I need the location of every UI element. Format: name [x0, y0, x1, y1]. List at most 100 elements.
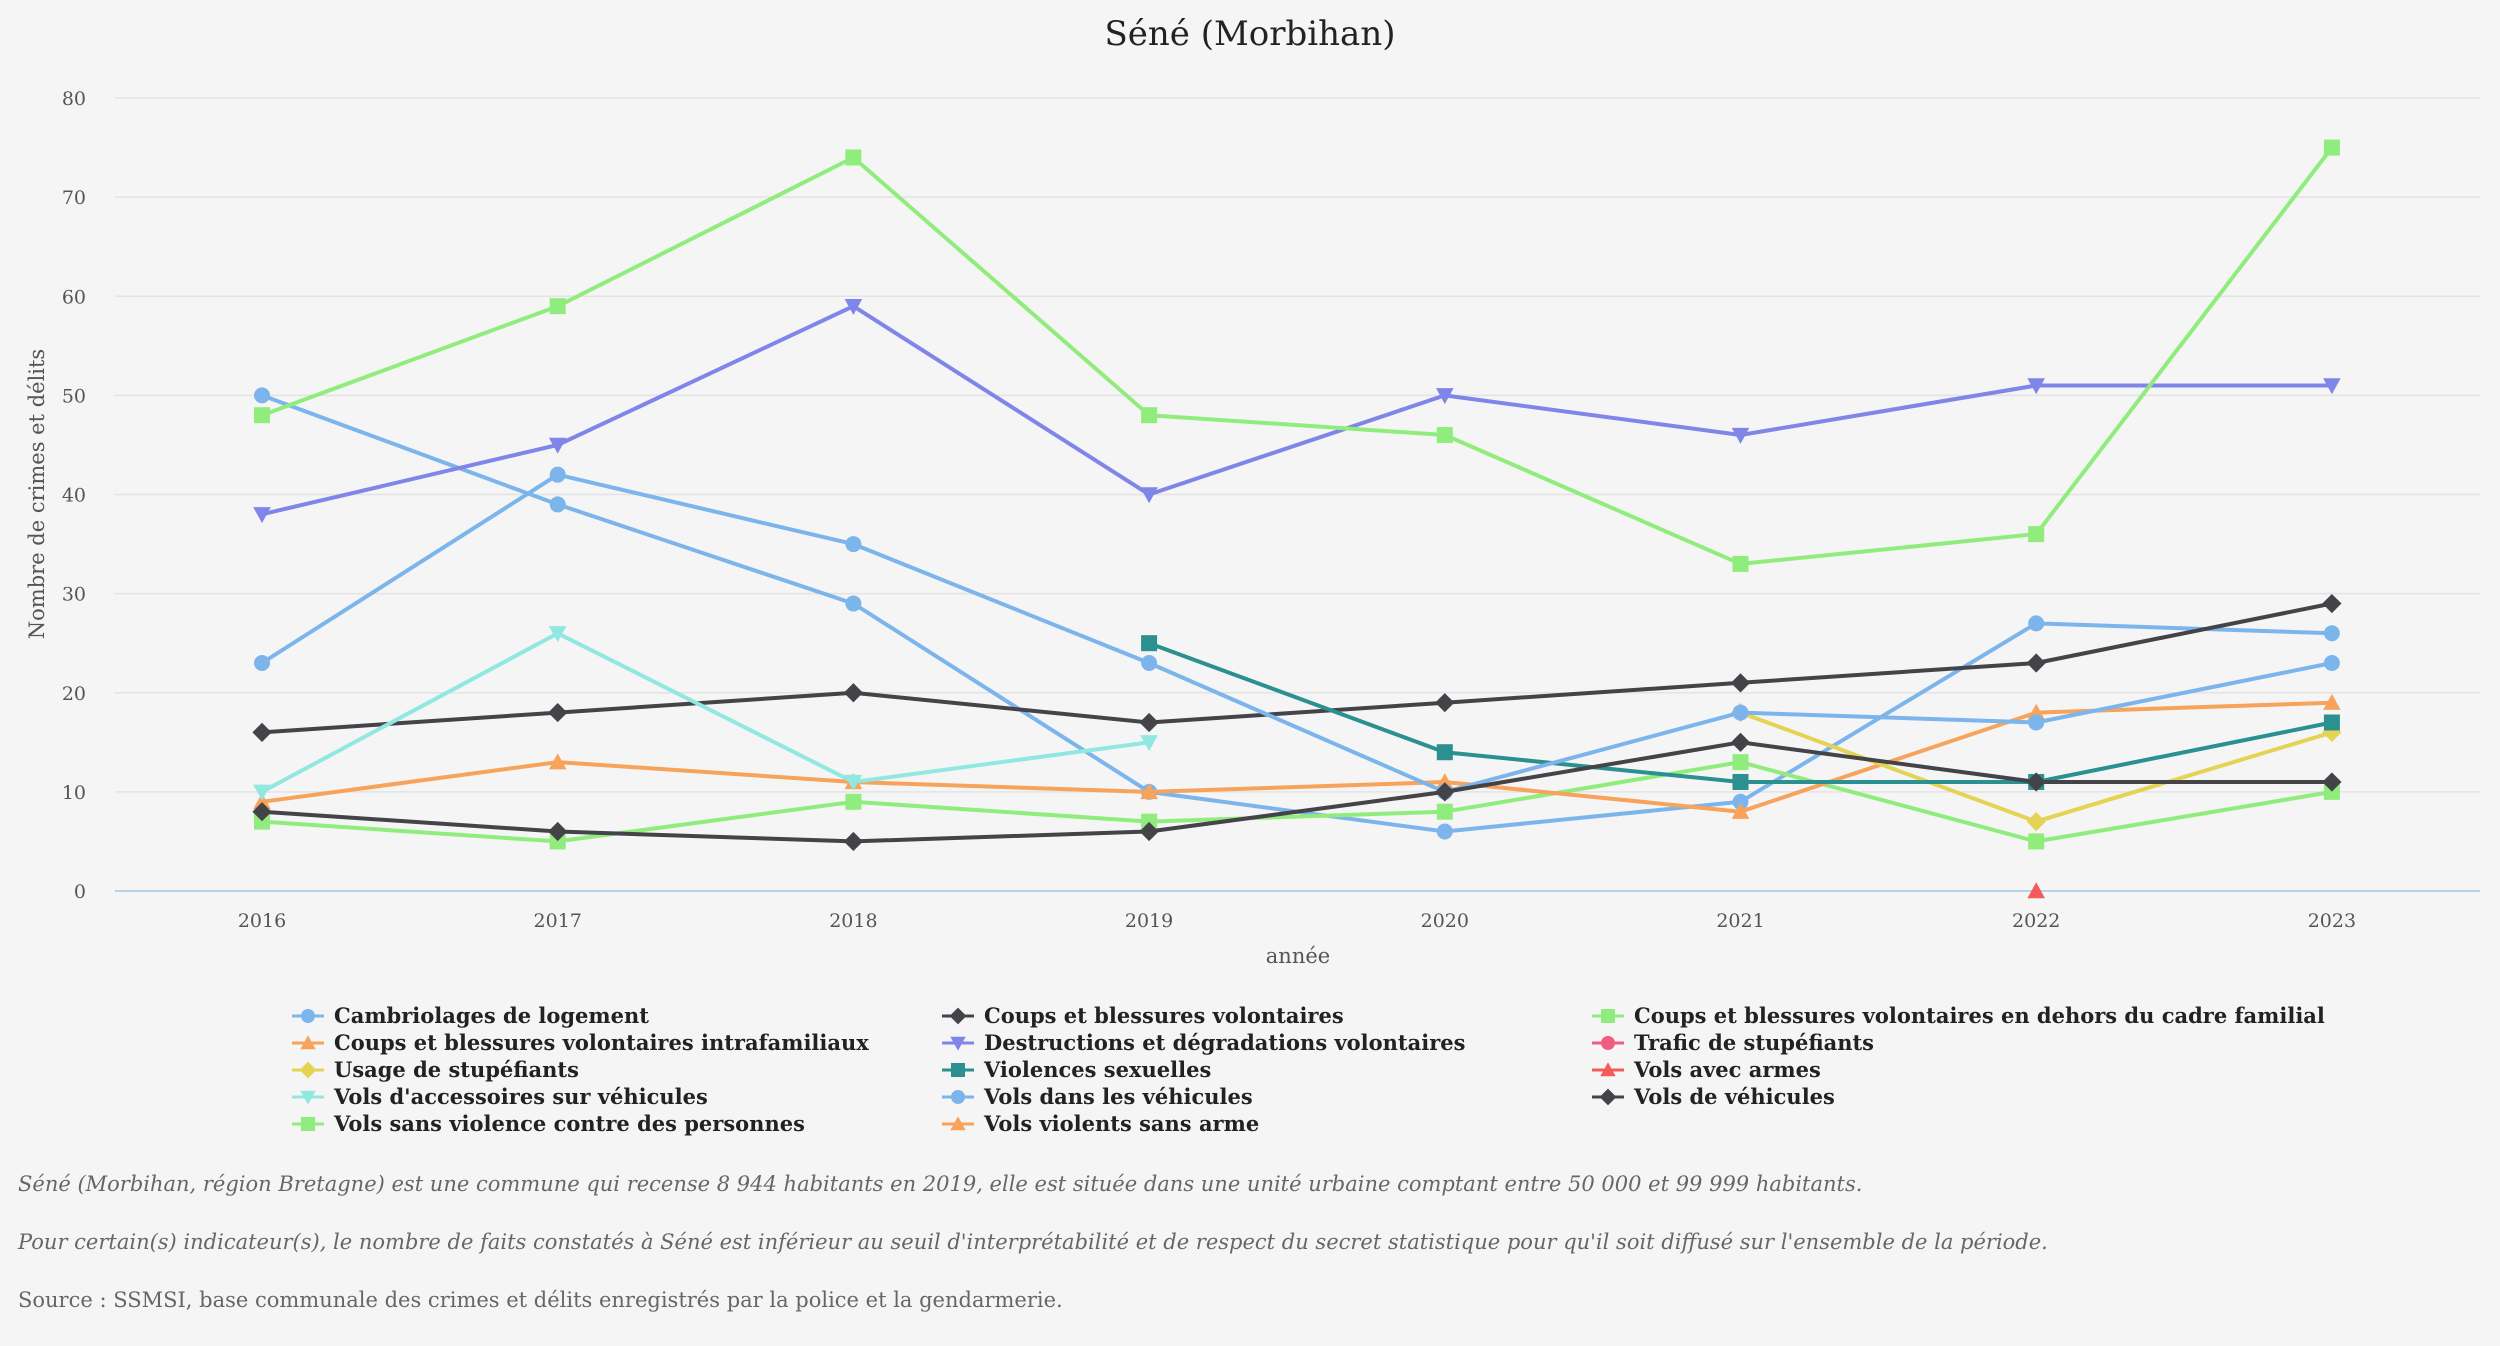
legend-item-coups-et-blessures-volontaires[interactable]: Coups et blessures volontaires [940, 1002, 1344, 1029]
y-tick-label-10: 10 [62, 782, 86, 804]
legend-marker [1601, 1035, 1615, 1050]
legend-symbol-coups-et-blessures-volontaires [942, 1007, 974, 1024]
legend-item-vols-de-vehicules[interactable]: Vols de véhicules [1590, 1083, 1835, 1110]
point-vols-de-vehicules-2020 [1435, 782, 1455, 802]
series-plot-area [252, 139, 2342, 899]
point-cambriolages-de-logement-2022 [2028, 615, 2045, 632]
point-vols-dans-les-vehicules-2017 [549, 466, 566, 483]
point-coups-et-blessures-volontaires-en-dehors-du-cadre-familial-2023 [2323, 783, 2340, 800]
point-vols-sans-violence-contre-des-personnes-2018 [845, 149, 862, 166]
point-vols-dans-les-vehicules-2016 [254, 655, 270, 672]
legend-item-violences-sexuelles[interactable]: Violences sexuelles [940, 1056, 1211, 1083]
point-cambriolages-de-logement-2023 [2323, 625, 2340, 642]
x-axis-ticks: 2016 2017 2018 2019 2020 2021 2022 2023 [238, 910, 2356, 932]
point-coups-et-blessures-volontaires-en-dehors-du-cadre-familial-2022 [2028, 833, 2045, 850]
legend-item-vols-violents-sans-arme[interactable]: Vols violents sans arme [940, 1110, 1259, 1137]
legend-symbol-vols-de-vehicules [1592, 1088, 1624, 1105]
legend-marker [950, 1115, 966, 1130]
y-tick-label-80: 80 [62, 88, 86, 110]
x-axis-title: année [1266, 944, 1330, 968]
legend-symbol-cambriolages-de-logement [292, 1008, 324, 1023]
x-tick-label-2016: 2016 [238, 910, 286, 932]
legend-symbol-violences-sexuelles [942, 1062, 974, 1077]
legend-label: Vols sans violence contre des personnes [334, 1111, 805, 1136]
legend-label: Vols violents sans arme [984, 1111, 1260, 1136]
legend-item-trafic-de-stupefiants[interactable]: Trafic de stupéfiants [1590, 1029, 1874, 1056]
legend-item-vols-d-accessoires-sur-vehicules[interactable]: Vols d'accessoires sur véhicules [290, 1083, 708, 1110]
series-line-coups-et-blessures-volontaires-en-dehors-du-cadre-familial [260, 760, 2334, 844]
x-tick-label-2019: 2019 [1125, 910, 1173, 932]
point-usage-de-stupefiants-2022 [2026, 812, 2046, 832]
legend-marker [300, 1034, 316, 1049]
commune-description: Séné (Morbihan, région Bretagne) est une… [18, 1172, 1863, 1196]
point-vols-de-vehicules-2018 [843, 831, 863, 852]
point-coups-et-blessures-volontaires-en-dehors-du-cadre-familial-2019 [1141, 813, 1158, 830]
point-vols-de-vehicules-2022 [2026, 772, 2046, 792]
x-tick-label-2020: 2020 [1421, 910, 1469, 932]
legend-item-usage-de-stupefiants[interactable]: Usage de stupéfiants [290, 1056, 579, 1083]
legend-item-coups-et-blessures-volontaires-en-dehors-du-cadre-familial[interactable]: Coups et blessures volontaires en dehors… [1590, 1002, 2325, 1029]
point-vols-de-vehicules-2017 [548, 821, 568, 842]
point-destructions-et-degradations-volontaires-2017 [548, 437, 567, 454]
point-vols-sans-violence-contre-des-personnes-2016 [254, 407, 270, 424]
point-coups-et-blessures-volontaires-intrafamiliaux-2016 [253, 792, 271, 809]
legend-label: Trafic de stupéfiants [1634, 1030, 1874, 1055]
point-vols-avec-armes-2022 [2027, 882, 2045, 899]
series-line-vols-d-accessoires-sur-vehicules [260, 631, 1152, 794]
legend-item-coups-et-blessures-volontaires-intrafamiliaux[interactable]: Coups et blessures volontaires intrafami… [290, 1029, 869, 1056]
legend-item-vols-avec-armes[interactable]: Vols avec armes [1590, 1056, 1821, 1083]
legend-symbol-vols-violents-sans-arme [942, 1115, 974, 1130]
point-destructions-et-degradations-volontaires-2020 [1436, 388, 1454, 405]
legend-label: Destructions et dégradations volontaires [984, 1030, 1466, 1055]
legend-label: Vols de véhicules [1634, 1084, 1835, 1109]
point-destructions-et-degradations-volontaires-2019 [1140, 487, 1158, 504]
legend-symbol-coups-et-blessures-volontaires-intrafamiliaux [292, 1034, 324, 1049]
series-line-destructions-et-degradations-volontaires [260, 304, 2334, 517]
y-tick-label-0: 0 [74, 881, 86, 903]
y-tick-label-30: 30 [62, 584, 86, 606]
point-violences-sexuelles-2021 [1732, 773, 1749, 790]
legend-symbol-vols-sans-violence-contre-des-personnes [292, 1116, 324, 1131]
point-cambriolages-de-logement-2020 [1436, 823, 1453, 840]
point-coups-et-blessures-volontaires-2017 [548, 702, 568, 723]
series-vols-avec-armes [2027, 882, 2045, 899]
series-vols-de-vehicules [252, 732, 2342, 852]
point-vols-sans-violence-contre-des-personnes-2023 [2323, 139, 2340, 156]
point-destructions-et-degradations-volontaires-2018 [844, 298, 863, 315]
y-axis-title: Nombre de crimes et délits [25, 349, 49, 639]
legend-item-vols-dans-les-vehicules[interactable]: Vols dans les véhicules [940, 1083, 1253, 1110]
point-vols-d-accessoires-sur-vehicules-2016 [253, 784, 271, 801]
y-tick-label-70: 70 [62, 187, 86, 209]
point-vols-dans-les-vehicules-2021 [1732, 704, 1749, 721]
point-vols-d-accessoires-sur-vehicules-2017 [548, 626, 567, 643]
legend-item-cambriolages-de-logement[interactable]: Cambriolages de logement [290, 1002, 649, 1029]
point-cambriolages-de-logement-2021 [1732, 793, 1749, 810]
point-coups-et-blessures-volontaires-2016 [252, 722, 272, 742]
x-tick-label-2021: 2021 [1716, 910, 1764, 932]
x-tick-label-2017: 2017 [534, 910, 582, 932]
point-vols-sans-violence-contre-des-personnes-2019 [1141, 407, 1158, 424]
legend-symbol-vols-avec-armes [1592, 1061, 1624, 1076]
legend-marker [1599, 1088, 1617, 1105]
point-cambriolages-de-logement-2017 [549, 496, 566, 513]
series-line-vols-de-vehicules [260, 740, 2334, 844]
gridlines [115, 97, 2480, 892]
point-coups-et-blessures-volontaires-intrafamiliaux-2022 [2027, 703, 2045, 720]
y-tick-label-50: 50 [62, 385, 86, 407]
point-vols-dans-les-vehicules-2018 [845, 536, 862, 553]
point-destructions-et-degradations-volontaires-2021 [1731, 427, 1750, 444]
series-line-cambriolages-de-logement [260, 393, 2334, 834]
point-violences-sexuelles-2020 [1436, 744, 1453, 761]
series-line-vols-dans-les-vehicules [260, 472, 2334, 794]
legend-label: Vols dans les véhicules [984, 1084, 1253, 1109]
legend-symbol-usage-de-stupefiants [292, 1061, 324, 1078]
series-line-coups-et-blessures-volontaires [260, 601, 2334, 735]
point-coups-et-blessures-volontaires-2022 [2026, 653, 2046, 673]
legend-item-destructions-et-degradations-volontaires[interactable]: Destructions et dégradations volontaires [940, 1029, 1465, 1056]
point-coups-et-blessures-volontaires-intrafamiliaux-2020 [1436, 773, 1454, 790]
legend-item-vols-sans-violence-contre-des-personnes[interactable]: Vols sans violence contre des personnes [290, 1110, 805, 1137]
legend-marker [300, 1090, 316, 1105]
point-violences-sexuelles-2023 [2323, 714, 2340, 731]
chart-notes: Séné (Morbihan, région Bretagne) est une… [18, 1170, 2478, 1344]
point-vols-de-vehicules-2019 [1139, 821, 1159, 842]
